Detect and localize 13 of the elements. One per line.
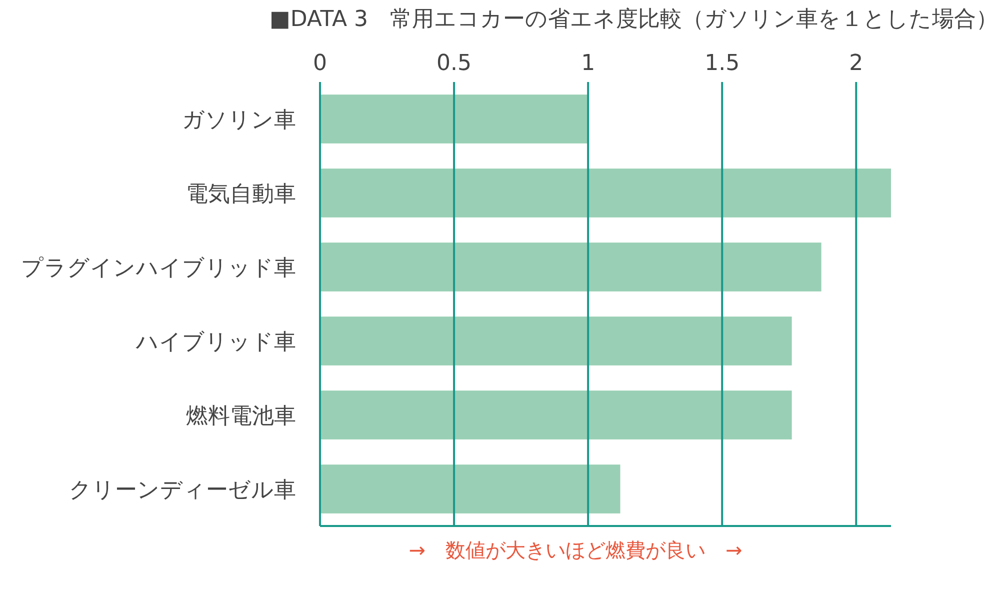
y-tick-label: 燃料電池車 [186,404,296,429]
x-tick-label: 2 [849,51,864,76]
x-tick-label: 0 [313,51,327,76]
x-tick-label: 1 [581,51,596,76]
x-tick-label: 0.5 [436,51,472,76]
text: → 数値が大きいほど燃費が良い → [408,538,742,562]
y-tick-label: ハイブリッド車 [135,330,296,355]
y-tick-label: ガソリン車 [182,108,296,133]
y-tick-label: 電気自動車 [186,182,296,207]
x-tick-label: 1.5 [704,51,740,76]
chart-title: ■DATA 3 常用エコカーの省エネ度比較（ガソリン車を１とした場合） [270,7,998,32]
y-tick-label: プラグインハイブリッド車 [21,256,296,281]
y-tick-label: クリーンディーゼル車 [69,478,296,503]
